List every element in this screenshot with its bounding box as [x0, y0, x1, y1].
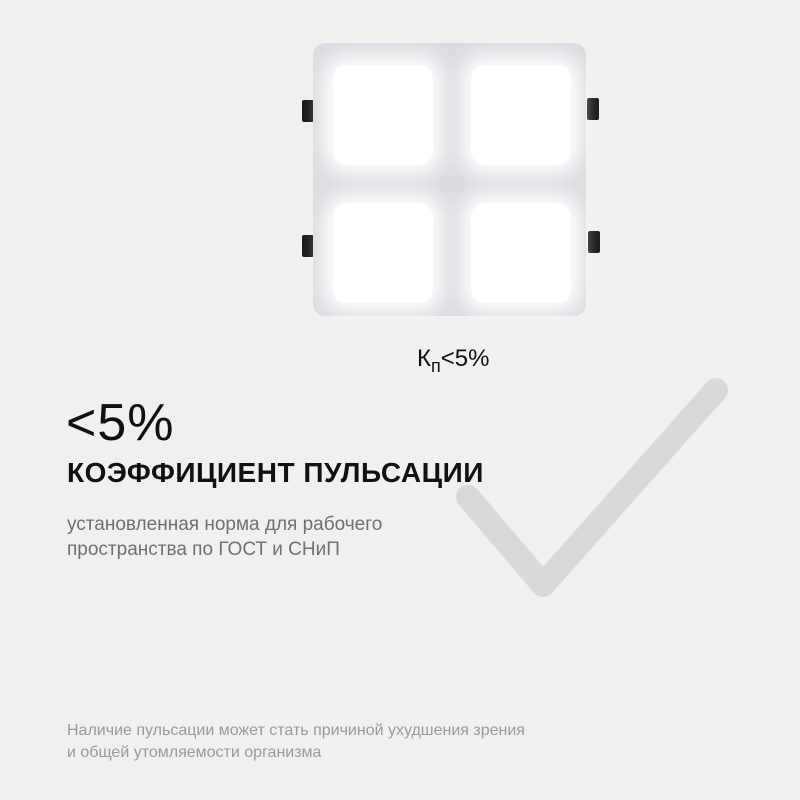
k-value: <5% — [440, 345, 490, 372]
light-tile — [333, 203, 433, 303]
description-line: пространства по ГОСТ и СНиП — [67, 539, 340, 560]
footer-line: Наличие пульсации может стать причиной у… — [67, 722, 525, 739]
k-symbol: К — [417, 345, 431, 372]
light-tile — [471, 65, 571, 165]
mounting-clip — [302, 100, 314, 122]
led-panel-image — [313, 43, 586, 316]
description: установленная норма для рабочего простра… — [67, 512, 382, 562]
heading: КОЭФФИЦИЕНТ ПУЛЬСАЦИИ — [67, 457, 484, 488]
mounting-clip — [302, 235, 314, 257]
pulsation-value: <5% — [66, 394, 175, 452]
mounting-clip — [588, 231, 600, 253]
pulsation-label: Кп<5% — [417, 345, 489, 377]
k-subscript: п — [430, 356, 441, 376]
light-tile — [471, 203, 571, 303]
light-tile — [333, 65, 433, 165]
footer-line: и общей утомляемости организма — [67, 744, 322, 761]
footer-note: Наличие пульсации может стать причиной у… — [67, 720, 525, 764]
description-line: установленная норма для рабочего — [67, 514, 383, 535]
mounting-clip — [587, 98, 599, 120]
